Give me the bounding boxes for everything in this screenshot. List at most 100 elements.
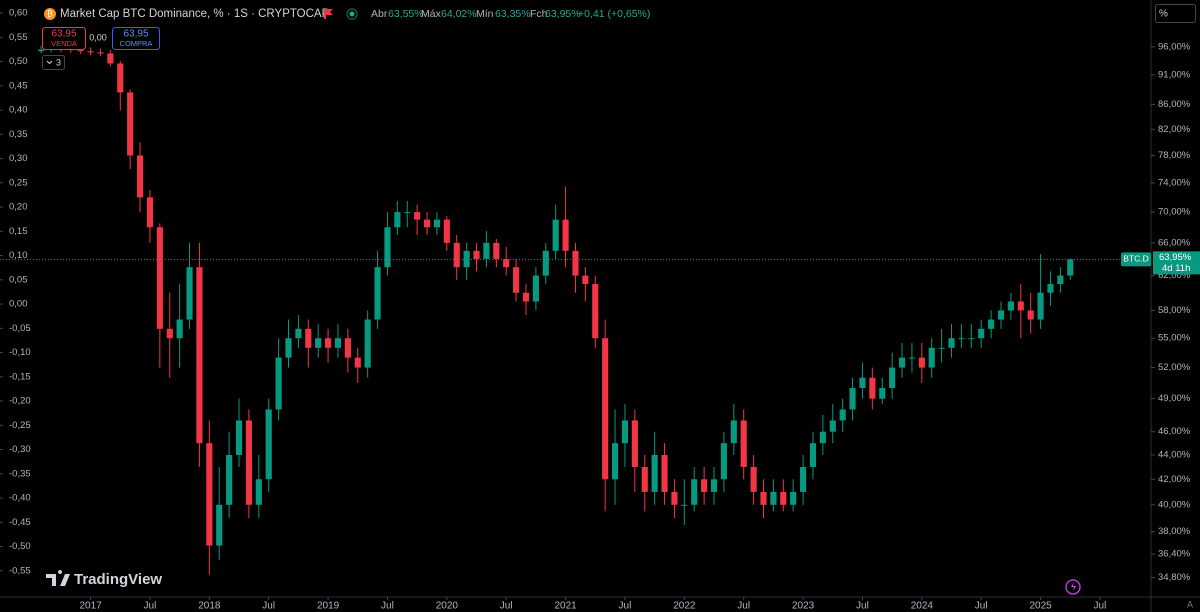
open-label: Abr xyxy=(371,8,388,20)
candle-body xyxy=(978,328,985,339)
x-tick-label: Jul xyxy=(737,601,750,612)
candle-body xyxy=(997,310,1005,320)
y2-tick-label: 0,55 xyxy=(9,32,28,43)
x-tick-label: Jul xyxy=(262,601,275,612)
candle-body xyxy=(146,197,154,228)
y2-tick-label: 0,10 xyxy=(9,250,28,261)
y2-tick-label: -0,50 xyxy=(9,541,31,552)
candle-body xyxy=(819,431,826,444)
x-tick-label: Jul xyxy=(1094,601,1107,612)
y-tick-label: 55,00% xyxy=(1158,333,1191,344)
brand-mark xyxy=(46,570,70,586)
candle-body xyxy=(869,377,876,399)
candle-body xyxy=(305,328,312,348)
candle-body xyxy=(87,51,94,53)
x-tick-label: Jul xyxy=(381,601,394,612)
x-tick-label: 2018 xyxy=(198,601,221,612)
price-tag-countdown: 4d 11h xyxy=(1162,263,1190,274)
candle-body xyxy=(97,52,104,54)
candle-body xyxy=(671,491,678,505)
candle-body xyxy=(532,275,539,302)
candle-body xyxy=(770,491,777,505)
candle-body xyxy=(483,242,490,259)
x-tick-label: 2021 xyxy=(554,601,577,612)
candle-body xyxy=(325,338,332,348)
buy-button[interactable]: 63,95 COMPRA xyxy=(112,27,160,50)
alert-bolt xyxy=(1071,582,1076,591)
candle-body xyxy=(285,338,292,358)
y2-tick-label: 0,15 xyxy=(9,226,28,237)
candle-body xyxy=(988,319,995,329)
candle-body xyxy=(958,338,965,340)
y2-tick-label: -0,30 xyxy=(9,444,31,455)
y-tick-label: 42,00% xyxy=(1158,474,1191,485)
y2-tick-label: 0,25 xyxy=(9,177,28,188)
low-value: 63,35% xyxy=(495,8,531,20)
candle-body xyxy=(582,275,589,285)
y2-tick-label: -0,05 xyxy=(9,323,31,334)
candle-body xyxy=(156,227,163,329)
candle-body xyxy=(463,250,470,268)
candle-body xyxy=(513,267,520,293)
auto-scale[interactable]: A xyxy=(1187,599,1193,609)
candle-body xyxy=(433,219,441,228)
y2-tick-label: -0,35 xyxy=(9,468,31,479)
candle-body xyxy=(354,357,361,368)
candle-body xyxy=(1017,301,1024,311)
candle-body xyxy=(344,338,351,358)
change-value: +0,41 (+0,65%) xyxy=(578,8,650,20)
market-status[interactable] xyxy=(346,8,358,20)
y2-tick-label: -0,40 xyxy=(9,493,31,504)
flag-icon[interactable] xyxy=(324,9,333,19)
candle-body xyxy=(374,267,381,320)
candle-body xyxy=(938,347,945,349)
candle-body xyxy=(1067,259,1074,276)
scale-mode-box[interactable] xyxy=(1155,4,1196,23)
candle-body xyxy=(800,466,807,492)
brand-logo[interactable]: TradingView xyxy=(46,570,162,588)
candle-body xyxy=(552,219,559,251)
scale-mode[interactable]: % xyxy=(1159,9,1168,20)
y2-tick-label: -0,55 xyxy=(9,565,31,576)
candle-body xyxy=(127,92,134,156)
y2-tick-label: 0,30 xyxy=(9,153,28,164)
candle-body xyxy=(631,420,638,467)
candle-body xyxy=(730,420,737,444)
candle-body xyxy=(196,267,203,444)
y2-tick-label: 0,00 xyxy=(9,299,28,310)
x-tick-label: Jul xyxy=(975,601,988,612)
y-tick-label: 44,00% xyxy=(1158,449,1191,460)
y2-tick-label: 0,40 xyxy=(9,105,28,116)
buy-price: 63,95 xyxy=(123,29,148,40)
candle-body xyxy=(186,267,193,320)
sell-price: 63,95 xyxy=(51,29,76,40)
y-tick-label: 96,00% xyxy=(1158,41,1191,52)
candle-body xyxy=(136,155,144,198)
candle-body xyxy=(404,212,411,214)
x-tick-label: 2020 xyxy=(436,601,459,612)
candle-body xyxy=(1057,275,1064,285)
chevron xyxy=(46,60,53,65)
candle-body xyxy=(691,479,698,505)
y-tick-label: 49,00% xyxy=(1158,393,1191,404)
btc-icon xyxy=(44,8,56,20)
sell-button[interactable]: 63,95 VENDA xyxy=(42,27,86,50)
buy-label: COMPRA xyxy=(120,39,153,48)
candle-body xyxy=(908,357,916,359)
high-value: 64,02% xyxy=(441,8,477,20)
y2-tick-label: -0,25 xyxy=(9,420,31,431)
symbol-title[interactable]: Market Cap BTC Dominance, % · 1S · CRYPT… xyxy=(60,8,330,20)
candle-body xyxy=(117,63,124,93)
y2-tick-label: 0,50 xyxy=(9,56,28,67)
candle-body xyxy=(265,409,272,480)
indicators-toggle[interactable]: 3 xyxy=(42,55,65,70)
candle-body xyxy=(621,420,629,444)
alert-icon[interactable] xyxy=(1065,579,1081,595)
candle-body xyxy=(602,338,609,480)
market-status-dot xyxy=(349,11,355,17)
y-tick-label: 91,00% xyxy=(1158,69,1191,80)
candle-body xyxy=(206,443,213,546)
y2-tick-label: -0,20 xyxy=(9,396,31,407)
x-tick-label: Jul xyxy=(500,601,513,612)
